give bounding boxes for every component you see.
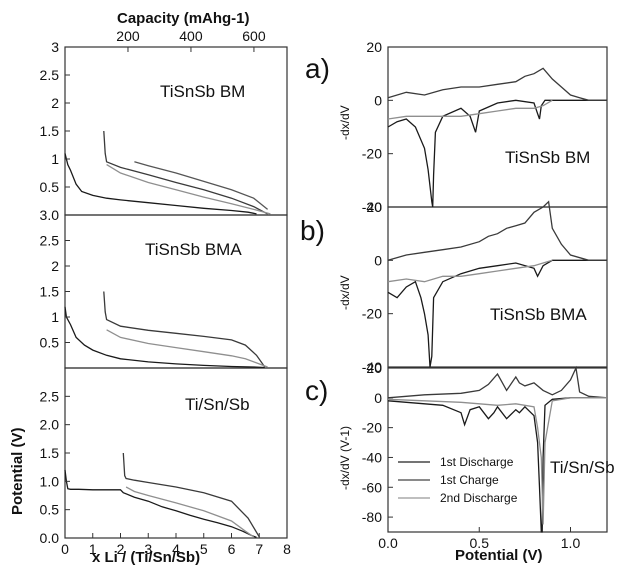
left_top-toptick-label-1: 400 <box>179 28 203 44</box>
left_bottom-xtick-label-5: 5 <box>200 541 208 557</box>
right_c-series-2 <box>387 397 607 525</box>
left-middle-sample-label: TiSnSb BMA <box>145 240 242 259</box>
left_top-toptick-label-2: 600 <box>242 28 266 44</box>
left_top-series-1 <box>103 130 268 215</box>
left-bottom-ylabel: Potential (V) <box>9 427 26 515</box>
legend-1st-charge: 1st Charge <box>440 473 499 487</box>
left_middle-ytick-label-5: 3.0 <box>40 207 60 223</box>
right-a-ylabel: -dx/dV <box>338 105 352 140</box>
right_c-series-0 <box>387 397 607 533</box>
left_middle-series-2 <box>106 329 268 368</box>
left_top-ytick-label-0: 0.5 <box>40 179 60 195</box>
left_top-series-3 <box>134 161 269 210</box>
left_bottom-series-2 <box>125 486 255 538</box>
right-c-frame <box>387 367 608 533</box>
left_top-ytick-label-3: 2 <box>51 95 59 111</box>
right-b-frame <box>387 206 608 368</box>
left-bottom-xlabel: x Li / (Ti/Sn/Sb) <box>92 549 200 565</box>
left_bottom-series-0 <box>64 469 257 539</box>
left_bottom-xtick-label-7: 7 <box>255 541 263 557</box>
right-a-sample-label: TiSnSb BM <box>505 148 590 167</box>
left_top-ytick-label-5: 3 <box>51 39 59 55</box>
right_b-ytick-label-3: -20 <box>362 306 382 322</box>
left_bottom-xtick-label-2: 2 <box>117 541 125 557</box>
left_bottom-ytick-label-2: 1.0 <box>40 473 60 489</box>
right-b-sample-label: TiSnSb BMA <box>490 305 587 324</box>
right-b-ylabel: -dx/dV <box>338 275 352 310</box>
right_b-ytick-label-4: -40 <box>362 359 382 375</box>
left_bottom-series-1 <box>122 452 260 538</box>
left_bottom-ytick-label-3: 1.5 <box>40 445 60 461</box>
left_bottom-xtick-label-8: 8 <box>283 541 291 557</box>
left_top-ytick-label-1: 1 <box>51 151 59 167</box>
left_middle-ytick-label-4: 2.5 <box>40 233 60 249</box>
left_top-ytick-label-2: 1.5 <box>40 123 60 139</box>
right-c-xlabel: Potential (V) <box>455 547 543 564</box>
right_c-ytick-label-5: -80 <box>362 509 382 525</box>
right_c-xtick-label-2: 1.0 <box>561 535 581 551</box>
left_bottom-xtick-label-1: 1 <box>89 541 97 557</box>
right_c-ytick-label-1: 0 <box>374 390 382 406</box>
right_c-ytick-label-3: -40 <box>362 449 382 465</box>
panel-label-a: a) <box>305 53 330 84</box>
left-top-sample-label: TiSnSb BM <box>160 82 245 101</box>
left_bottom-xtick-label-0: 0 <box>61 541 69 557</box>
left_bottom-ytick-label-1: 0.5 <box>40 502 60 518</box>
left_top-series-2 <box>106 164 271 215</box>
right-c-ylabel: -dx/dV (V-1) <box>338 426 352 490</box>
right_c-xtick-label-0: 0.0 <box>378 535 398 551</box>
right_c-ytick-label-4: -60 <box>362 479 382 495</box>
left-bottom-sample-label: Ti/Sn/Sb <box>185 395 250 414</box>
right_a-series-1 <box>387 67 607 101</box>
right_b-series-1 <box>387 200 607 261</box>
left_top-series-0 <box>64 153 257 215</box>
left_middle-series-1 <box>103 291 266 368</box>
left_middle-ytick-label-1: 1 <box>51 309 59 325</box>
right_a-ytick-label-1: 0 <box>374 92 382 108</box>
left_middle-ytick-label-3: 2 <box>51 258 59 274</box>
panel-label-b: b) <box>300 215 325 246</box>
right_a-series-2 <box>387 99 553 120</box>
right-c-sample-label: Ti/Sn/Sb <box>550 458 615 477</box>
right_c-ytick-label-2: -20 <box>362 420 382 436</box>
left_bottom-xtick-label-3: 3 <box>144 541 152 557</box>
right_b-series-2 <box>387 259 553 283</box>
left_middle-ytick-label-2: 1.5 <box>40 284 60 300</box>
left_bottom-xtick-label-6: 6 <box>228 541 236 557</box>
left_top-toptick-label-0: 200 <box>116 28 140 44</box>
right_a-series-0 <box>387 99 607 208</box>
right-c-legend: 1st Discharge 1st Charge 2nd Discharge <box>398 455 518 505</box>
legend-1st-discharge: 1st Discharge <box>440 455 514 469</box>
left-middle-frame <box>64 214 288 369</box>
right-a-frame <box>387 46 608 208</box>
right_a-ytick-label-2: -20 <box>362 146 382 162</box>
right_b-ytick-label-1: 20 <box>366 199 382 215</box>
left-bottom-frame <box>64 367 288 539</box>
left_middle-series-0 <box>64 306 265 369</box>
capacity-axis-label: Capacity (mAhg-1) <box>117 10 250 27</box>
left_bottom-ytick-label-5: 2.5 <box>40 388 60 404</box>
right_b-ytick-label-2: 0 <box>374 252 382 268</box>
right_a-ytick-label-3: -40 <box>362 199 382 215</box>
right_c-xtick-label-1: 0.5 <box>470 535 490 551</box>
right_b-series-0 <box>387 259 607 368</box>
left_bottom-ytick-label-4: 2.0 <box>40 417 60 433</box>
left_top-ytick-label-4: 2.5 <box>40 67 60 83</box>
left_middle-ytick-label-0: 0.5 <box>40 335 60 351</box>
left_bottom-ytick-label-0: 0.0 <box>40 530 60 546</box>
right_a-ytick-label-0: 20 <box>366 39 382 55</box>
panel-label-c: c) <box>305 375 328 406</box>
right_c-ytick-label-0: 20 <box>366 360 382 376</box>
right_c-series-1 <box>387 365 608 399</box>
legend-2nd-discharge: 2nd Discharge <box>440 491 518 505</box>
left_bottom-xtick-label-4: 4 <box>172 541 180 557</box>
